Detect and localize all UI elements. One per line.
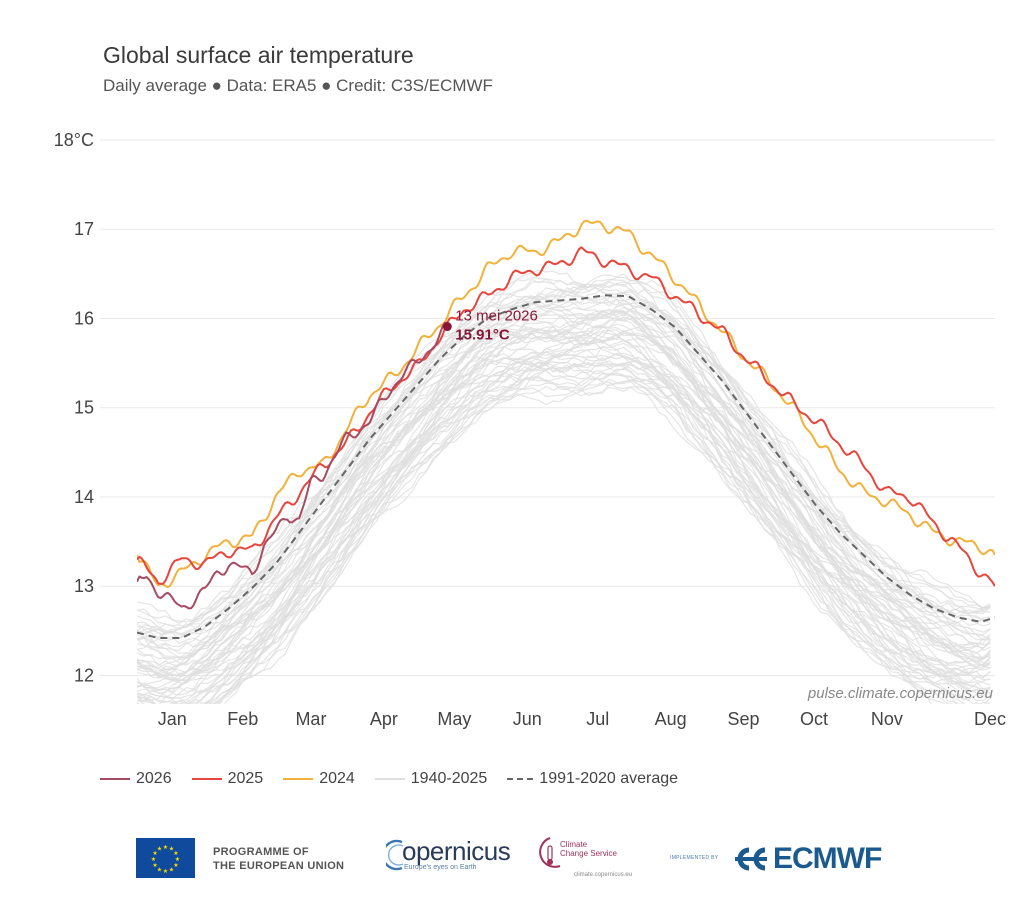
footer-logos: ★ ★ ★ ★ ★ ★ ★ ★ ★ ★ ★ ★ PROGRAMME OF THE EUROPEA… — [0, 820, 1030, 900]
series-layer — [137, 219, 995, 639]
legend-swatch — [283, 778, 314, 780]
historical-year-line — [137, 278, 991, 633]
historical-year-line — [137, 302, 991, 650]
svg-text:★: ★ — [175, 856, 180, 863]
legend-swatch — [191, 778, 222, 780]
y-tick-label: 16 — [74, 308, 94, 328]
y-tick-label: 13 — [74, 576, 94, 596]
svg-text:★: ★ — [163, 844, 168, 851]
credit-label: pulse.climate.copernicus.eu — [807, 685, 994, 702]
ecmwf-logo: ECMWF — [733, 842, 882, 876]
legend-label: 2025 — [227, 770, 264, 787]
svg-text:★: ★ — [163, 868, 168, 875]
historical-year-line — [137, 360, 991, 704]
legend-label: 2026 — [136, 770, 172, 787]
historical-year-line — [137, 342, 991, 704]
svg-text:★: ★ — [151, 856, 156, 863]
legend-item: 1940-2025 — [374, 770, 488, 788]
x-tick-label: Apr — [370, 709, 398, 729]
series-line-2026 — [137, 322, 449, 610]
historical-year-line — [204, 372, 932, 704]
chart-svg: 12 13 14 15 16 17 18°C Jan Feb Mar Apr May Jun Jul Aug… — [54, 130, 1006, 729]
y-tick-label: 12 — [74, 665, 94, 685]
legend-swatch — [507, 778, 534, 780]
chart-title: Global surface air temperature — [103, 42, 414, 68]
historical-year-line — [137, 309, 991, 660]
x-tick-label: Nov — [871, 709, 903, 729]
svg-text:★: ★ — [173, 850, 178, 857]
annotation-date: 13 mei 2026 — [455, 308, 538, 325]
y-tick-label: 18°C — [54, 130, 94, 150]
historical-year-line — [213, 378, 947, 704]
svg-text:★: ★ — [169, 866, 174, 873]
svg-text:★: ★ — [157, 866, 162, 873]
historical-year-line — [137, 293, 991, 645]
historical-year-line — [137, 352, 991, 704]
legend-swatch — [100, 778, 130, 780]
x-tick-label: May — [437, 709, 471, 729]
historical-year-line — [137, 294, 991, 640]
historical-year-line — [137, 328, 991, 674]
historical-year-line — [194, 364, 991, 704]
historical-year-line — [137, 303, 991, 667]
x-tick-label: Jul — [586, 709, 609, 729]
svg-text:★: ★ — [152, 850, 157, 857]
annotation-value: 15.91°C — [455, 327, 510, 344]
series-line-2024 — [137, 219, 995, 589]
historical-year-line — [205, 373, 991, 704]
legend: 2026 2025 2024 1940-2025 1991-2020 average — [100, 770, 678, 788]
x-tick-label: Jan — [158, 709, 187, 729]
historical-lines — [137, 269, 991, 704]
eu-flag-logo: ★ ★ ★ ★ ★ ★ ★ ★ ★ ★ ★ ★ — [136, 838, 195, 878]
axis-layer: 12 13 14 15 16 17 18°C Jan Feb Mar Apr May Jun Jul Aug… — [54, 130, 1006, 729]
historical-year-line — [137, 309, 991, 675]
svg-text:★: ★ — [173, 862, 178, 869]
historical-year-line — [137, 306, 991, 669]
svg-text:★: ★ — [152, 862, 157, 869]
series-line-climatology — [137, 294, 995, 639]
legend-item: 2025 — [191, 770, 264, 788]
y-tick-label: 14 — [74, 487, 94, 507]
implemented-by-text: IMPLEMENTED BY — [670, 855, 719, 861]
legend-item: 2024 — [283, 770, 355, 788]
historical-year-line — [137, 329, 991, 694]
eu-programme-text: PROGRAMME OF THE EUROPEAN UNION — [213, 846, 345, 872]
historical-year-line — [137, 269, 991, 625]
historical-year-line — [137, 361, 991, 704]
legend-label: 1940-2025 — [410, 770, 488, 787]
legend-label: 1991-2020 average — [539, 770, 679, 787]
svg-text:★: ★ — [169, 846, 174, 853]
x-tick-label: Aug — [655, 709, 687, 729]
grid-layer — [100, 139, 995, 676]
historical-year-line — [137, 276, 991, 623]
annotation-layer: 13 mei 2026 15.91°C — [442, 308, 538, 344]
series-line-2025 — [137, 246, 995, 587]
historical-year-line — [137, 291, 991, 651]
x-tick-label: Oct — [800, 709, 828, 729]
chart-subtitle: Daily average ● Data: ERA5 ● Credit: C3S… — [103, 76, 493, 95]
y-tick-label: 15 — [74, 398, 94, 418]
historical-year-line — [137, 340, 991, 698]
copernicus-logo: opernicus Europe's eyes on Earth — [386, 836, 511, 871]
historical-year-line — [137, 308, 991, 656]
x-tick-label: Mar — [295, 709, 326, 729]
c3s-logo: Climate Change Service climate.copernicus… — [536, 836, 632, 881]
y-tick-label: 17 — [74, 219, 94, 239]
historical-year-line — [137, 364, 991, 704]
legend-item: 1991-2020 average — [507, 770, 678, 788]
x-tick-label: Jun — [513, 709, 542, 729]
historical-year-line — [223, 382, 959, 704]
legend-item: 2026 — [100, 770, 172, 788]
x-tick-label: Sep — [727, 709, 759, 729]
legend-swatch — [374, 778, 405, 780]
legend-label: 2024 — [319, 770, 355, 787]
svg-text:★: ★ — [157, 846, 162, 853]
x-tick-label: Dec — [974, 709, 1006, 729]
x-tick-label: Feb — [227, 709, 258, 729]
historical-year-line — [137, 326, 991, 682]
annotation-marker — [442, 322, 452, 332]
